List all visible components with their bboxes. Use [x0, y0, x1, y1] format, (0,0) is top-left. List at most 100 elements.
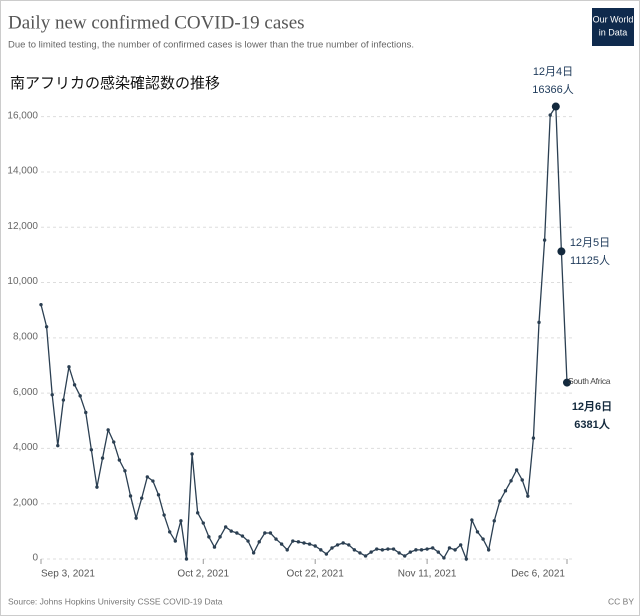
point — [279, 542, 284, 546]
point — [492, 519, 496, 523]
point — [442, 556, 446, 560]
point — [134, 516, 138, 520]
point — [229, 529, 233, 533]
point — [520, 478, 524, 482]
point — [156, 493, 161, 497]
point — [67, 365, 71, 369]
point — [425, 547, 429, 551]
point — [268, 531, 273, 535]
point — [531, 436, 536, 440]
point — [503, 489, 508, 493]
logo-text: in Data — [599, 27, 628, 37]
point — [246, 539, 250, 543]
point — [397, 551, 401, 555]
point — [100, 456, 105, 460]
x-tick-label: Oct 22, 2021 — [287, 569, 345, 580]
y-tick-label: 6,000 — [13, 387, 38, 398]
y-tick-label: 8,000 — [13, 331, 38, 342]
point — [162, 513, 166, 517]
subtitle: Due to limited testing, the number of co… — [8, 40, 414, 51]
point — [95, 485, 99, 489]
source: Source: Johns Hopkins University CSSE CO… — [8, 596, 223, 606]
point — [89, 448, 94, 452]
point — [386, 547, 390, 551]
logo-text: Our World — [593, 14, 634, 24]
annotation-date: 12月4日 — [533, 66, 573, 78]
point — [335, 543, 340, 547]
point — [218, 535, 222, 539]
annotation-date: 12月6日 — [572, 400, 612, 413]
point — [251, 551, 256, 555]
point — [302, 541, 306, 545]
point — [419, 548, 424, 552]
x-tick-label: Sep 3, 2021 — [41, 569, 95, 580]
point — [341, 541, 345, 545]
point — [436, 550, 440, 554]
point — [464, 557, 468, 561]
highlight-point — [551, 102, 560, 111]
point — [470, 518, 474, 522]
point — [475, 530, 480, 534]
point — [509, 479, 513, 483]
point — [106, 428, 110, 432]
y-tick-label: 12,000 — [7, 221, 38, 232]
point — [498, 499, 502, 503]
annotation-date: 12月5日 — [570, 237, 610, 249]
point — [212, 545, 217, 549]
point — [537, 320, 541, 325]
point — [190, 452, 194, 456]
point — [184, 557, 189, 561]
highlight-point — [563, 378, 571, 387]
point — [481, 537, 485, 541]
point — [486, 548, 491, 552]
point — [44, 325, 49, 329]
point — [391, 547, 396, 551]
point — [235, 531, 239, 535]
point — [347, 543, 351, 547]
chart-title: Daily new confirmed COVID-19 cases — [8, 12, 305, 33]
point — [274, 537, 278, 541]
y-tick-label: 14,000 — [7, 166, 38, 177]
point — [207, 535, 211, 539]
point — [223, 525, 228, 529]
point — [151, 479, 155, 483]
point — [78, 394, 82, 398]
point — [313, 544, 317, 548]
y-tick-label: 4,000 — [13, 442, 38, 453]
point — [240, 534, 245, 538]
annotation-value: 6381人 — [574, 417, 610, 431]
point — [145, 475, 150, 479]
point — [117, 458, 122, 462]
series-label: South Africa — [568, 376, 611, 386]
point — [330, 546, 334, 550]
point — [201, 521, 205, 525]
point — [296, 540, 301, 544]
point — [128, 494, 133, 498]
annotation-value: 16366人 — [532, 83, 574, 96]
point — [112, 440, 116, 444]
point — [363, 554, 368, 558]
x-tick-label: Oct 2, 2021 — [177, 569, 229, 580]
point — [291, 539, 295, 543]
point — [458, 543, 463, 547]
point — [319, 548, 323, 552]
license: CC BY — [608, 596, 634, 606]
point — [431, 546, 435, 550]
point — [358, 551, 362, 555]
x-tick-label: Nov 11, 2021 — [398, 569, 457, 580]
overlay-title: 南アフリカの感染確認数の推移 — [10, 75, 220, 92]
point — [408, 550, 413, 554]
point — [403, 554, 407, 558]
logo — [592, 8, 634, 46]
point — [179, 519, 183, 523]
y-tick-label: 10,000 — [7, 276, 38, 287]
point — [61, 398, 66, 402]
point — [375, 547, 379, 551]
point — [173, 539, 177, 543]
point — [414, 548, 418, 552]
point — [324, 552, 329, 556]
y-tick-label: 2,000 — [13, 497, 38, 508]
point — [352, 548, 357, 552]
